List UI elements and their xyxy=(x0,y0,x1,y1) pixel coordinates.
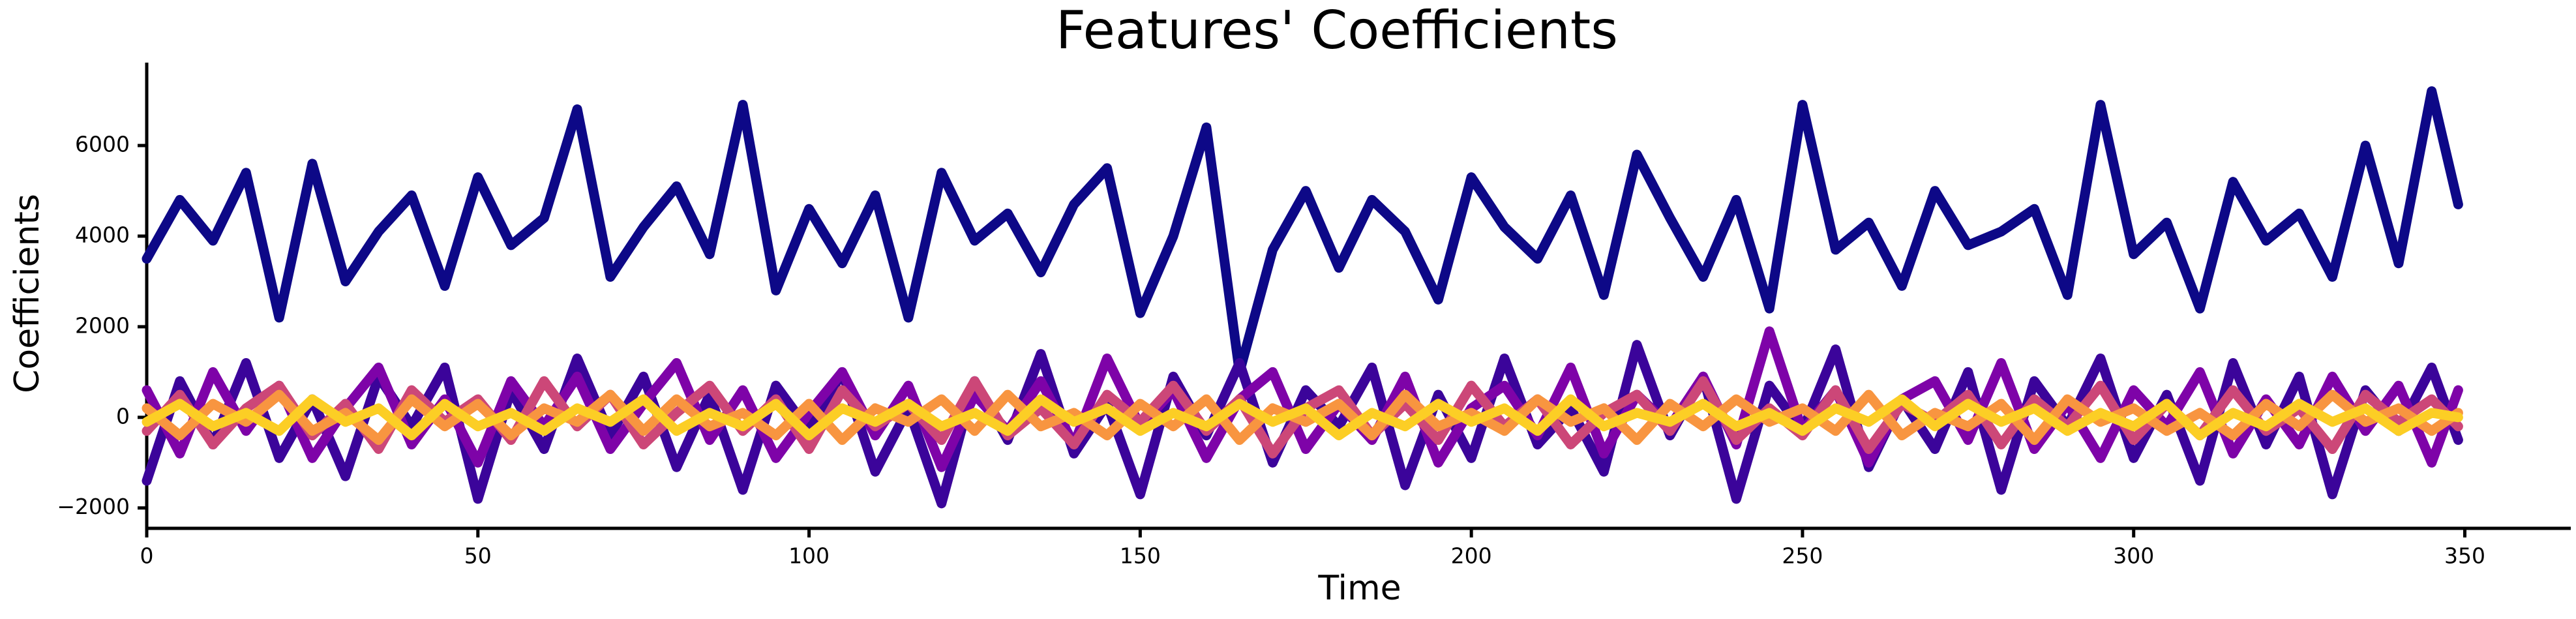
y-tick-label: 6000 xyxy=(75,132,130,157)
y-tick-label: 2000 xyxy=(75,312,130,338)
x-tick-label: 50 xyxy=(464,543,492,569)
series-line xyxy=(142,394,2463,441)
x-tick-label: 250 xyxy=(1782,543,1823,569)
y-axis-label: Coefficients xyxy=(8,194,47,393)
y-tick-label: −2000 xyxy=(57,494,130,519)
y-tick-label: 4000 xyxy=(75,222,130,248)
series-line xyxy=(142,86,2463,377)
x-tick-label: 350 xyxy=(2444,543,2485,569)
chart-title: Features' Coefficients xyxy=(1056,0,1618,61)
x-tick-label: 200 xyxy=(1451,543,1492,569)
x-tick-label: 100 xyxy=(788,543,830,569)
series-line xyxy=(142,389,2463,445)
y-tick-label: 0 xyxy=(116,403,130,429)
x-tick-label: 300 xyxy=(2113,543,2154,569)
x-tick-label: 150 xyxy=(1120,543,1161,569)
x-tick-label: 0 xyxy=(140,543,154,569)
x-axis-label: Time xyxy=(1317,569,1401,608)
